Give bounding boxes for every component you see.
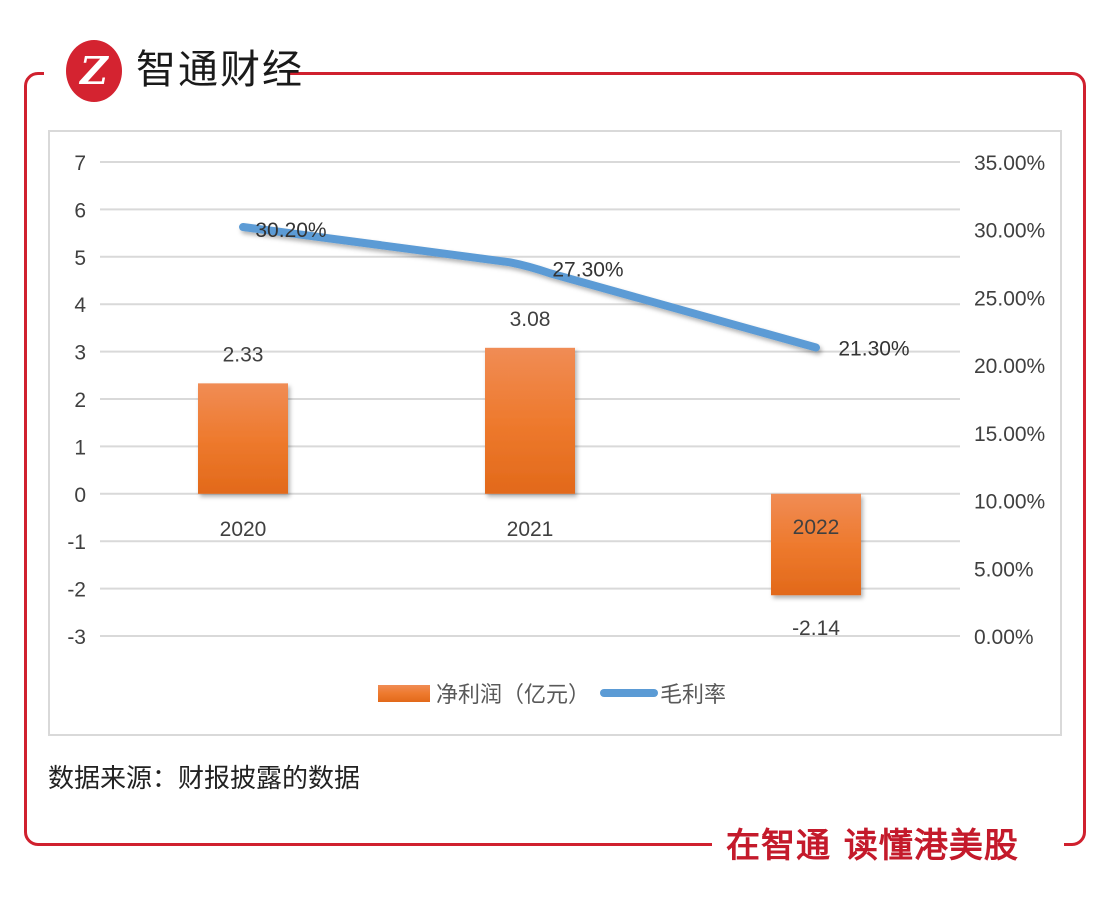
data-labels: 2.33 2020 3.08 2021 -2.14 2022 30.20% 27.30% 21.… bbox=[220, 219, 910, 640]
category-label: 2021 bbox=[507, 518, 554, 541]
right-tick-label: 30.00% bbox=[974, 220, 1045, 243]
category-label: 2020 bbox=[220, 518, 267, 541]
legend-bar-swatch-icon bbox=[378, 685, 430, 702]
right-tick-label: 0.00% bbox=[974, 626, 1034, 649]
logo-z-icon: Z bbox=[80, 48, 108, 93]
brand-logo: Z bbox=[66, 40, 122, 102]
bar-series bbox=[198, 347, 861, 596]
right-axis-ticks: 35.00% 30.00% 25.00% 20.00% 15.00% 10.00% 5.00… bbox=[974, 152, 1045, 649]
category-label: 2022 bbox=[793, 516, 840, 539]
bar-2021 bbox=[485, 347, 575, 494]
brand-name: 智通财经 bbox=[136, 47, 304, 93]
chart-area bbox=[48, 130, 1062, 736]
bar-value-label: 3.08 bbox=[510, 308, 551, 331]
left-axis-ticks: 7 6 5 4 3 2 1 0 -1 -2 -3 bbox=[67, 152, 86, 649]
line-value-label: 27.30% bbox=[552, 258, 623, 281]
legend-label-gross-margin: 毛利率 bbox=[660, 682, 726, 707]
line-value-label: 30.20% bbox=[255, 219, 326, 242]
right-tick-label: 35.00% bbox=[974, 152, 1045, 175]
gross-margin-line bbox=[239, 223, 820, 352]
right-tick-label: 10.00% bbox=[974, 491, 1045, 514]
bar-value-label: -2.14 bbox=[792, 617, 840, 640]
left-tick-label: -1 bbox=[67, 531, 86, 554]
left-tick-label: 2 bbox=[74, 389, 86, 412]
brand-frame bbox=[24, 72, 1086, 846]
right-tick-label: 5.00% bbox=[974, 558, 1034, 581]
left-tick-label: 5 bbox=[74, 247, 86, 270]
line-series bbox=[239, 223, 820, 352]
right-tick-label: 20.00% bbox=[974, 355, 1045, 378]
legend-label-net-profit: 净利润（亿元） bbox=[436, 682, 590, 707]
left-tick-label: -2 bbox=[67, 579, 86, 602]
left-tick-label: 3 bbox=[74, 342, 86, 365]
left-tick-label: 1 bbox=[74, 436, 86, 459]
bar-value-label: 2.33 bbox=[223, 343, 264, 366]
right-tick-label: 25.00% bbox=[974, 287, 1045, 310]
bar-2020 bbox=[198, 383, 288, 494]
source-note: 数据来源：财报披露的数据 bbox=[48, 764, 361, 794]
left-tick-label: 0 bbox=[74, 484, 86, 507]
bar-2022 bbox=[771, 493, 861, 596]
left-tick-label: 6 bbox=[74, 199, 86, 222]
right-tick-label: 15.00% bbox=[974, 423, 1045, 446]
left-tick-label: -3 bbox=[67, 626, 86, 649]
left-tick-label: 7 bbox=[74, 152, 86, 175]
legend: 净利润（亿元） 毛利率 bbox=[378, 682, 726, 707]
slogan: 在智通 读懂港美股 bbox=[726, 826, 1019, 866]
frame-gap-bottom bbox=[712, 830, 1064, 860]
line-value-label: 21.30% bbox=[838, 338, 909, 361]
left-tick-label: 4 bbox=[74, 294, 86, 317]
